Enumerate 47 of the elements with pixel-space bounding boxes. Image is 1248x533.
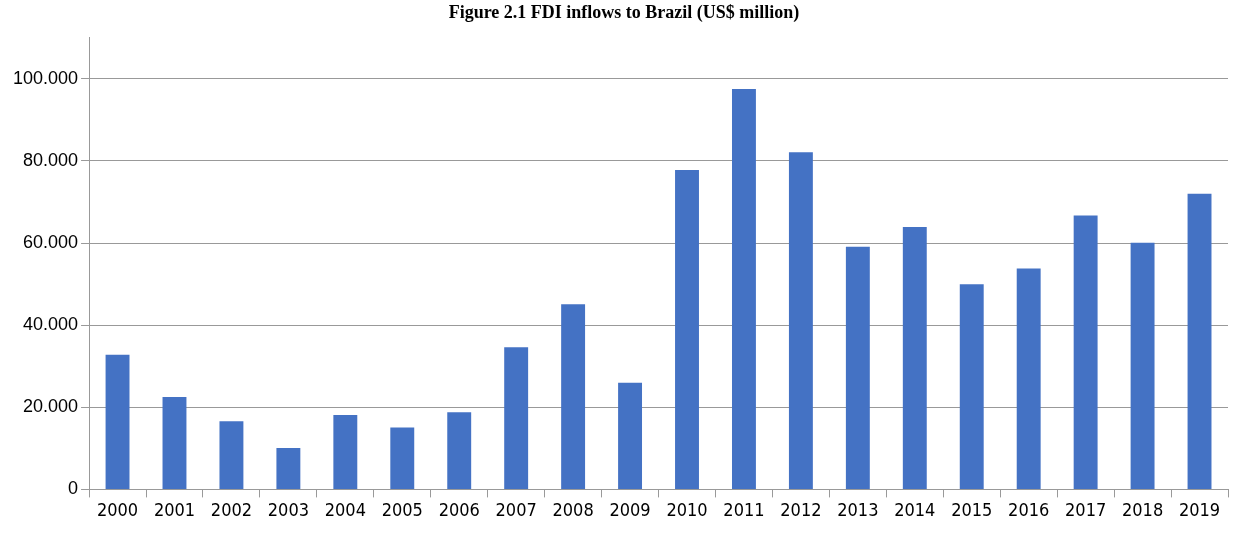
bar	[731, 89, 756, 489]
x-tick-label: 2019	[1178, 498, 1221, 520]
x-tick-label: 2002	[210, 498, 253, 520]
bar	[276, 447, 301, 489]
x-tick-label: 2011	[723, 498, 765, 520]
bar	[219, 421, 244, 489]
x-tick-label: 2008	[552, 498, 594, 520]
chart-title: Figure 2.1 FDI inflows to Brazil (US$ million)	[447, 1, 801, 24]
x-tick-label: 2006	[438, 498, 480, 520]
y-tick-label: 80.000	[23, 149, 79, 170]
bar	[447, 412, 472, 489]
y-tick-label: 40.000	[23, 314, 79, 335]
y-tick-label: 100.000	[12, 67, 79, 88]
x-tick-label: 2017	[1065, 498, 1107, 520]
bar	[618, 382, 643, 489]
x-tick-label: 2001	[153, 498, 196, 520]
y-tick-label: 0	[68, 478, 79, 499]
x-tick-label: 2007	[495, 498, 537, 520]
bar	[504, 347, 529, 489]
x-tick-label: 2005	[381, 498, 423, 520]
bar	[105, 354, 130, 489]
bar	[1016, 268, 1041, 489]
y-tick-label: 20.000	[23, 396, 79, 417]
x-tick-label: 2003	[267, 498, 309, 520]
bar	[959, 284, 984, 489]
x-tick-label: 2012	[780, 498, 822, 520]
bar	[788, 152, 813, 489]
bar	[333, 415, 358, 489]
bar	[390, 427, 415, 489]
x-tick-label: 2000	[96, 498, 139, 520]
bar	[1073, 215, 1098, 489]
x-tick-label: 2013	[837, 498, 879, 520]
x-tick-label: 2004	[324, 498, 366, 520]
x-tick-label: 2018	[1121, 498, 1164, 520]
y-tick-label: 60.000	[23, 232, 79, 253]
x-tick-label: 2014	[894, 498, 936, 520]
x-tick-label: 2010	[666, 498, 708, 520]
bar	[1187, 193, 1212, 489]
bar	[561, 304, 586, 489]
bar	[675, 170, 699, 489]
x-tick-label: 2015	[951, 498, 993, 520]
x-tick-label: 2016	[1008, 498, 1050, 520]
bar	[162, 397, 187, 489]
bar	[845, 246, 870, 489]
bar	[902, 227, 927, 489]
bar	[1130, 242, 1155, 489]
x-tick-label: 2009	[609, 498, 651, 520]
